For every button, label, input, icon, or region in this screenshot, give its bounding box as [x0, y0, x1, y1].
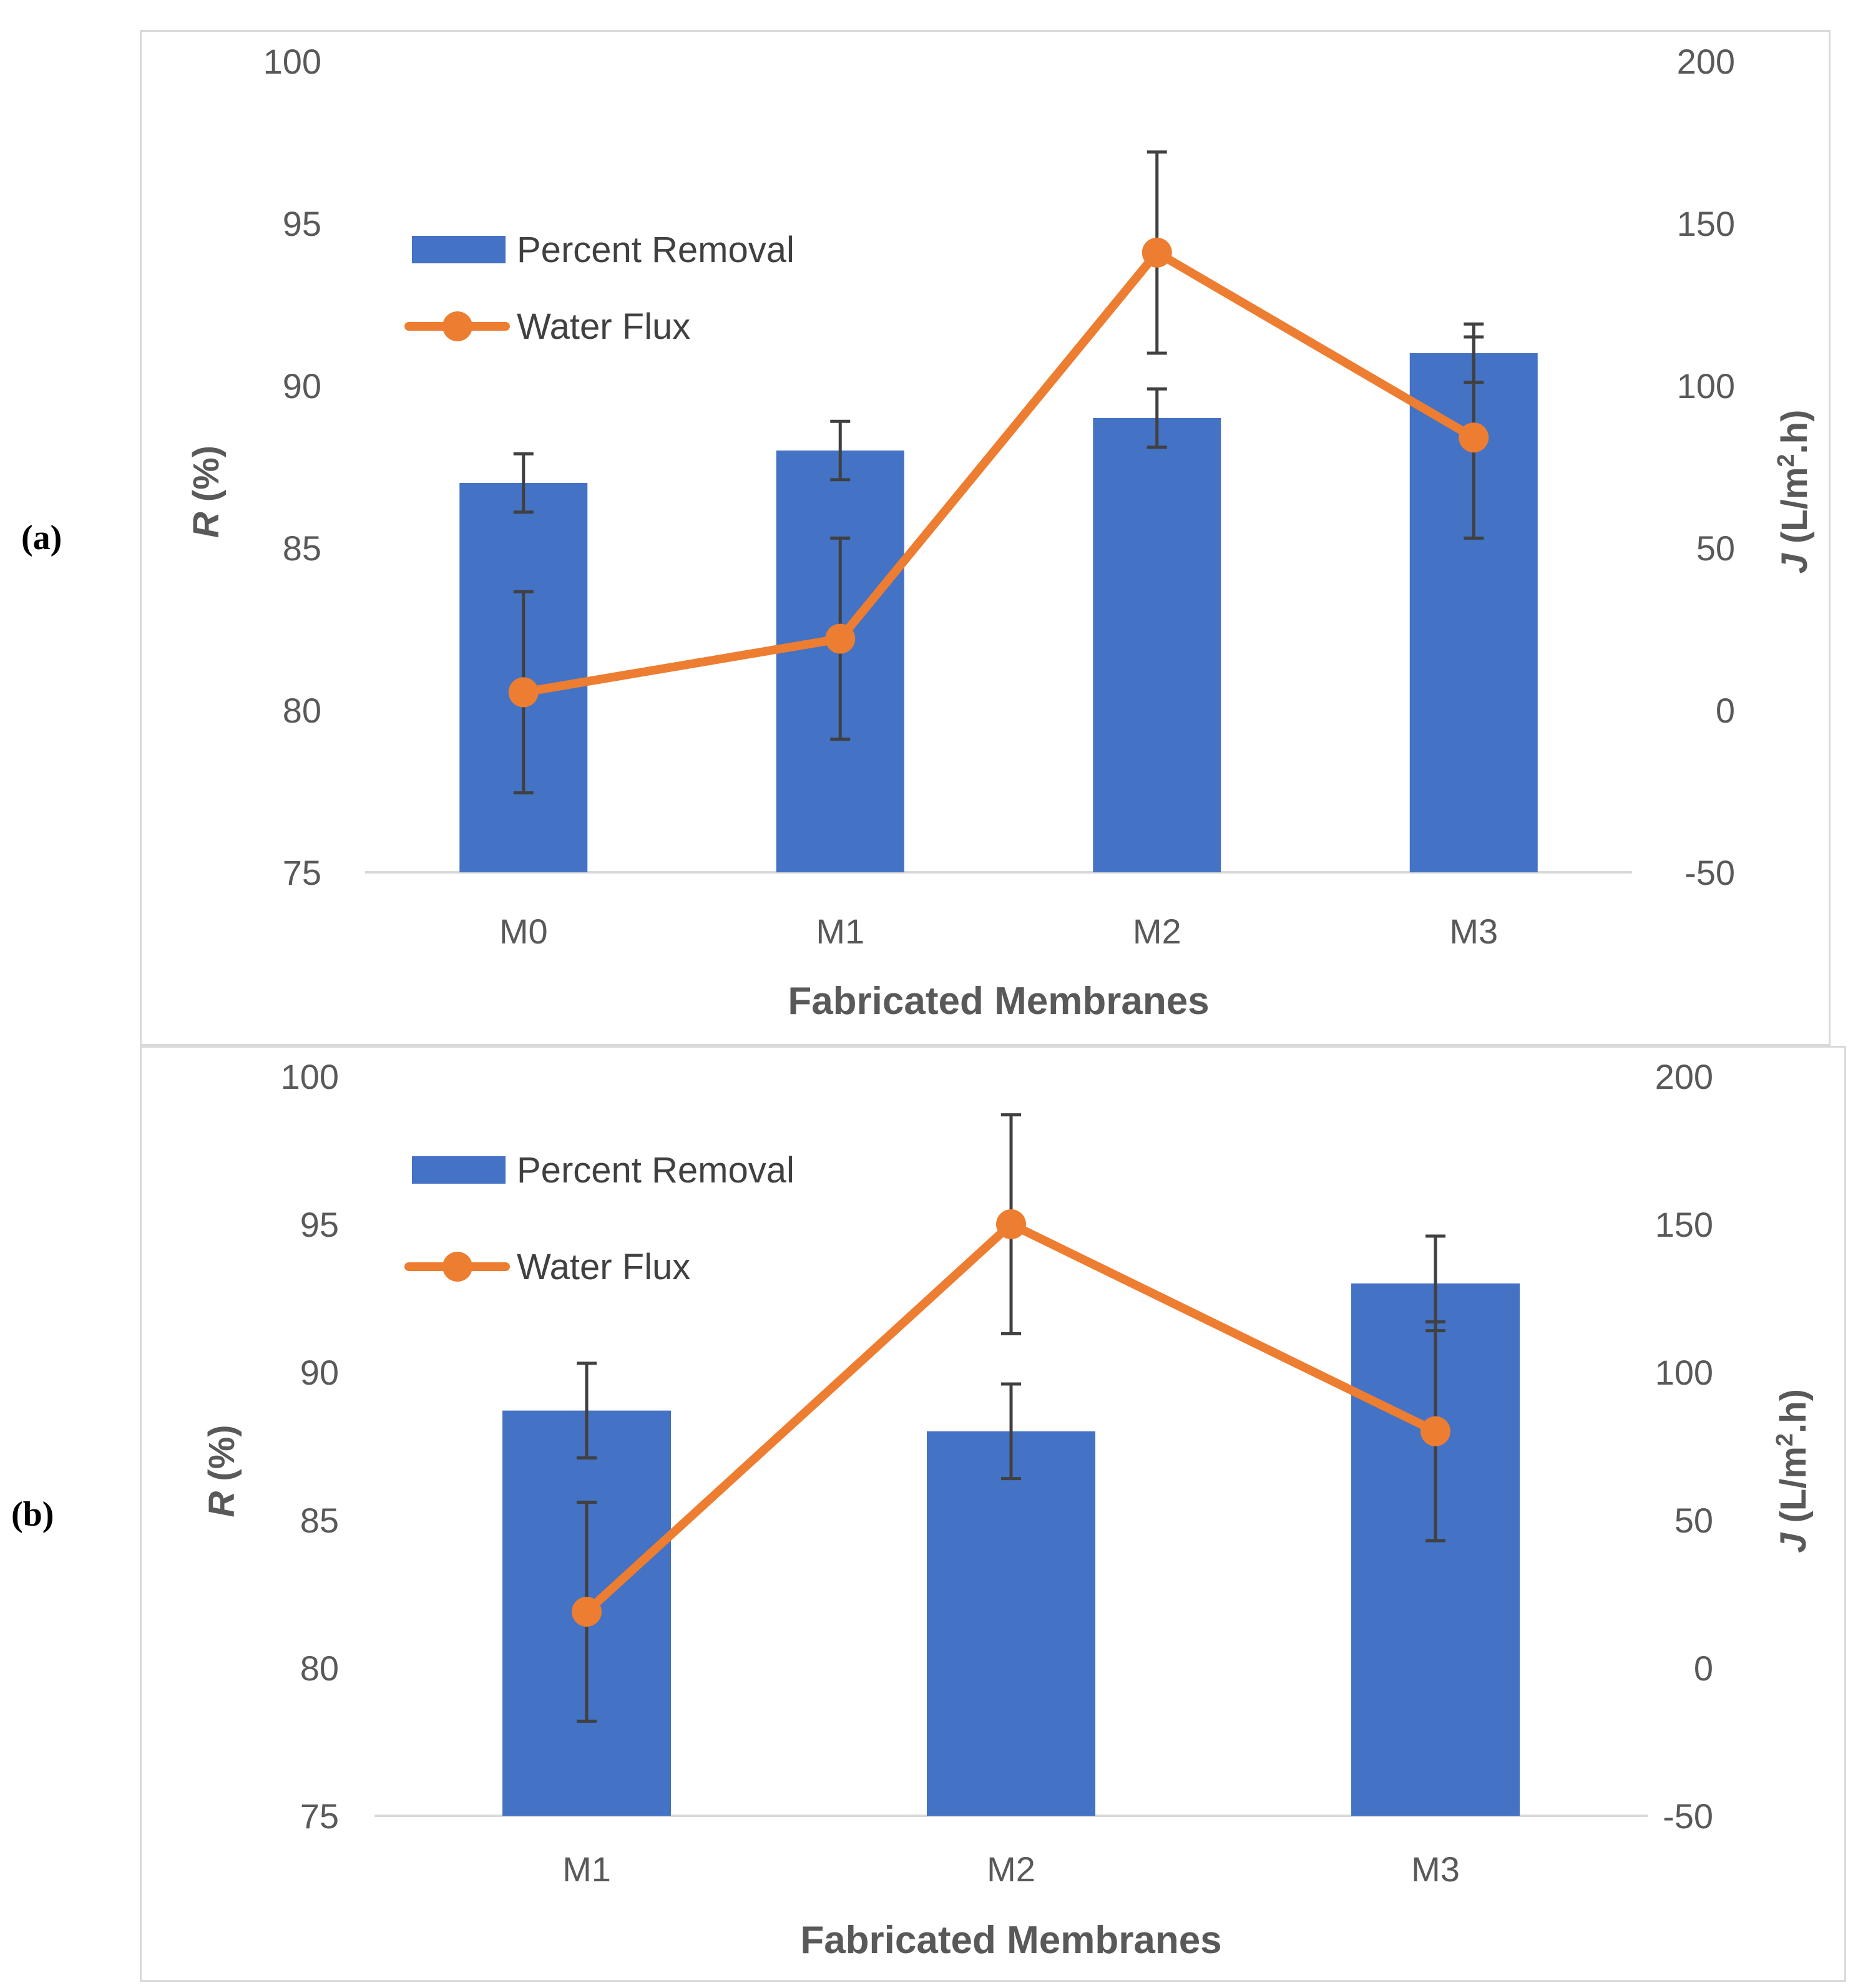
- x-tick-label-a: M2: [1133, 912, 1181, 951]
- point-water-flux-b: [1420, 1416, 1450, 1446]
- y2-axis-title-b: J (L/m2.h): [1772, 1389, 1814, 1553]
- point-water-flux-a: [508, 677, 539, 708]
- y-tick-label-b: 95: [300, 1205, 339, 1244]
- y-tick-label-a: 75: [283, 853, 321, 892]
- y-axis-title-b: R (%): [202, 1425, 242, 1517]
- line-water-flux-a: [519, 248, 1479, 697]
- panel-label-b: (b): [11, 1495, 54, 1534]
- panel-label-a: (a): [21, 519, 62, 557]
- point-water-flux-a: [1142, 237, 1172, 268]
- legend-swatch-percent-removal-b: [412, 1156, 506, 1184]
- bar-percent-removal-a: [1093, 418, 1221, 872]
- y-tick-label-b: 85: [300, 1501, 339, 1540]
- y-tick-label-b: 80: [300, 1649, 339, 1688]
- legend-marker-water-flux-b: [443, 1252, 472, 1282]
- legend-label-percent-removal-b: Percent Removal: [517, 1150, 795, 1191]
- chart-frame-a: [140, 30, 1831, 1046]
- bar-percent-removal-b: [927, 1431, 1095, 1816]
- x-axis-title-a: Fabricated Membranes: [788, 980, 1209, 1023]
- y-tick-label-a: 80: [283, 691, 321, 730]
- y2-tick-label-b: 200: [1655, 1057, 1713, 1096]
- y2-tick-label-a: 100: [1677, 366, 1735, 406]
- y-tick-label-a: 85: [283, 529, 321, 568]
- point-water-flux-a: [1459, 422, 1489, 453]
- y2-axis-title-a: J (L/m2.h): [1773, 410, 1815, 574]
- x-tick-label-b: M1: [562, 1849, 611, 1889]
- point-water-flux-b: [996, 1209, 1026, 1239]
- x-tick-label-b: M2: [987, 1849, 1035, 1889]
- legend-marker-water-flux-a: [443, 311, 472, 341]
- y2-tick-label-b: 50: [1675, 1501, 1713, 1540]
- y2-tick-label-a: 150: [1677, 204, 1735, 243]
- legend-label-water-flux-a: Water Flux: [517, 306, 690, 347]
- y-tick-label-b: 90: [300, 1353, 339, 1392]
- y2-tick-label-b: 0: [1694, 1649, 1713, 1688]
- y2-tick-label-a: 50: [1696, 529, 1735, 568]
- x-tick-label-a: M3: [1449, 912, 1498, 951]
- point-water-flux-a: [825, 623, 856, 654]
- x-tick-label-a: M1: [816, 912, 864, 951]
- y2-tick-label-b: 150: [1655, 1205, 1713, 1244]
- legend-swatch-percent-removal-a: [412, 236, 506, 263]
- y2-tick-label-a: 0: [1716, 691, 1735, 730]
- x-axis-title-b: Fabricated Membranes: [800, 1919, 1221, 1962]
- y-tick-label-a: 95: [283, 204, 321, 243]
- x-tick-label-a: M0: [499, 912, 548, 951]
- y2-tick-label-a: -50: [1685, 853, 1735, 892]
- y-tick-label-b: 75: [300, 1796, 339, 1836]
- y2-tick-label-a: 200: [1677, 42, 1735, 81]
- y-tick-label-b: 100: [281, 1057, 339, 1096]
- y-tick-label-a: 100: [263, 42, 321, 81]
- legend-label-percent-removal-a: Percent Removal: [517, 230, 795, 270]
- y-tick-label-a: 90: [283, 366, 321, 406]
- x-tick-label-b: M3: [1411, 1849, 1460, 1889]
- y2-tick-label-b: 100: [1655, 1353, 1713, 1392]
- y-axis-title-a: R (%): [186, 446, 227, 538]
- point-water-flux-b: [572, 1596, 602, 1627]
- y2-tick-label-b: -50: [1663, 1796, 1713, 1836]
- legend-label-water-flux-b: Water Flux: [517, 1247, 690, 1287]
